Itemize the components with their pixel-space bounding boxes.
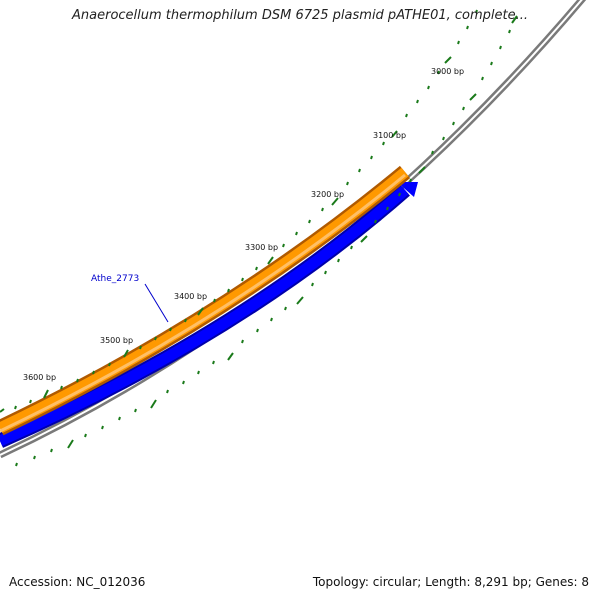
tick-outer <box>360 235 368 243</box>
tick-outer <box>409 178 412 183</box>
tick-inner <box>416 99 419 104</box>
tick-outer <box>511 15 518 24</box>
tick-inner <box>123 349 129 358</box>
tick-inner <box>197 307 204 316</box>
tick-outer <box>418 166 426 174</box>
tick-outer <box>150 399 157 409</box>
tick-inner <box>331 197 339 206</box>
tick-inner <box>139 345 142 350</box>
tick-inner <box>76 378 79 383</box>
tick-outer <box>350 245 353 250</box>
tick-inner <box>241 277 244 282</box>
tick-inner <box>227 288 230 293</box>
tick-inner <box>0 408 5 413</box>
tick-label-3000: 3000 bp <box>431 67 464 76</box>
tick-label-3400: 3400 bp <box>174 292 207 301</box>
tick-outer <box>324 270 327 275</box>
topology-summary: Topology: circular; Length: 8,291 bp; Ge… <box>312 575 589 589</box>
tick-inner <box>444 56 452 64</box>
tick-inner <box>29 399 32 404</box>
tick-inner <box>213 298 216 303</box>
tick-outer <box>374 219 377 224</box>
tick-inner <box>154 336 157 341</box>
tick-inner <box>295 231 298 236</box>
tick-inner <box>391 130 398 138</box>
tick-outer <box>284 306 287 311</box>
tick-label-3100: 3100 bp <box>373 131 406 140</box>
tick-outer <box>490 61 493 66</box>
tick-inner <box>358 168 361 173</box>
tick-outer <box>227 352 234 361</box>
tick-inner <box>108 362 111 367</box>
tick-outer <box>452 121 455 126</box>
tick-outer <box>508 29 511 34</box>
tick-outer <box>386 206 389 211</box>
accession-text: Accession: NC_012036 <box>9 575 146 589</box>
tick-outer <box>50 448 53 453</box>
tick-inner <box>14 405 17 410</box>
tick-outer <box>270 317 273 322</box>
tick-outer <box>67 439 74 449</box>
tick-label-3500: 3500 bp <box>100 336 133 345</box>
tick-inner <box>308 219 311 224</box>
tick-outer <box>101 425 104 430</box>
tick-outer <box>499 45 502 50</box>
tick-inner <box>346 181 349 186</box>
tick-outer <box>337 258 340 263</box>
tick-inner <box>184 318 187 323</box>
tick-inner <box>255 266 258 271</box>
tick-outer <box>442 136 445 141</box>
tick-inner <box>60 385 63 390</box>
inner-tick-marks <box>0 9 478 413</box>
tick-outer <box>296 296 304 305</box>
reverse-gene <box>0 185 409 447</box>
tick-inner <box>169 327 172 332</box>
tick-outer <box>256 328 259 333</box>
tick-inner <box>382 141 385 146</box>
tick-label-3600: 3600 bp <box>23 373 56 382</box>
tick-outer <box>398 192 401 197</box>
tick-label-3300: 3300 bp <box>245 243 278 252</box>
tick-outer <box>469 93 477 101</box>
tick-inner <box>282 243 285 248</box>
tick-outer <box>134 408 137 413</box>
tick-inner <box>437 70 440 75</box>
tick-inner <box>457 40 460 45</box>
tick-outer <box>84 433 87 438</box>
gene-label-leader <box>144 283 169 323</box>
tick-outer <box>212 360 215 365</box>
tick-outer <box>15 462 18 467</box>
tick-outer <box>118 416 121 421</box>
tick-inner <box>405 113 408 118</box>
tick-outer <box>481 76 484 81</box>
gene-label-athe-2773[interactable]: Athe_2773 <box>91 274 139 284</box>
tick-inner <box>466 25 469 30</box>
tick-outer <box>33 455 36 460</box>
tick-outer <box>431 150 434 155</box>
tick-inner <box>321 207 324 212</box>
tick-inner <box>267 256 274 265</box>
tick-outer <box>182 380 185 385</box>
tick-inner <box>427 85 430 90</box>
tick-label-3200: 3200 bp <box>311 190 344 199</box>
tick-inner <box>43 389 49 399</box>
map-title: Anaerocellum thermophilum DSM 6725 plasm… <box>72 8 528 23</box>
tick-marks <box>15 15 518 467</box>
tick-outer <box>197 370 200 375</box>
tick-inner <box>475 9 478 14</box>
tick-outer <box>166 389 169 394</box>
tick-inner <box>370 155 373 160</box>
forward-gene-highlight <box>0 173 406 433</box>
forward-gene <box>0 167 409 433</box>
tick-outer <box>462 106 465 111</box>
tick-outer <box>241 339 244 344</box>
tick-inner <box>92 370 95 375</box>
reverse-gene-arrowhead <box>397 182 418 197</box>
tick-outer <box>311 282 314 287</box>
